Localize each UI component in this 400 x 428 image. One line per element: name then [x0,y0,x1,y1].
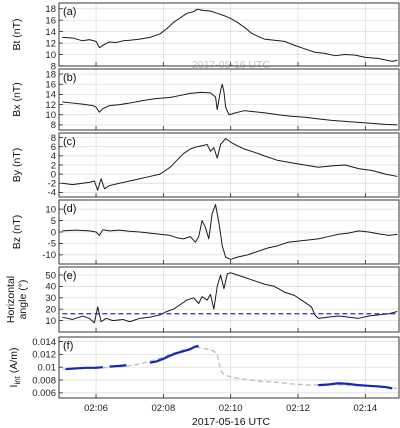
y-tick-label: 50 [45,270,56,281]
y-tick-label: 20 [45,304,56,315]
y-tick-label: 8 [51,133,56,144]
panel-frame [58,68,400,131]
y-tick-label: 30 [45,293,56,304]
y-tick-label: 0 [51,169,56,180]
series-line-d-0 [62,204,398,260]
series-line-b-0 [62,83,398,126]
y-tick-label: 16 [45,15,56,26]
y-tick-label: 40 [45,282,56,293]
series-line-f-3 [149,344,200,364]
y-axis-label: Bx (nT) [11,82,23,116]
series-line-f-4 [318,382,393,390]
x-axis-title: 2017-05-16 UTC [192,416,271,428]
x-tick-label: 02:08 [151,403,175,414]
panel-label: (f) [63,340,73,352]
y-tick-label: 12 [45,38,56,49]
y-tick-label: -5 [48,239,56,250]
y-tick-label: 10 [45,50,56,61]
panel-label: (e) [63,270,76,282]
y-axis-label: Bt (nT) [11,18,23,50]
y-tick-label: 10 [45,110,56,121]
y-tick-label: -2 [48,179,56,190]
y-tick-label: -10 [42,250,56,261]
series-line-f-1 [65,366,103,371]
y-tick-label: 0.014 [32,337,56,348]
panel-frame [58,266,400,333]
y-tick-label: 18 [45,4,56,15]
x-tick-label: 02:10 [219,403,243,414]
y-tick-label: 18 [45,69,56,80]
y-tick-label: 2 [51,160,56,171]
y-tick-label: 0.012 [32,350,56,361]
y-axis-label: Iint (A/m) [8,348,22,388]
y-tick-label: 5 [51,216,56,227]
panel-label: (a) [63,6,76,18]
y-tick-label: 8 [51,61,56,72]
series-line-f-0 [62,346,398,390]
y-tick-label: 0.01 [38,362,57,373]
panel-label: (d) [63,203,76,215]
y-tick-label: 16 [45,80,56,91]
x-tick-label: 02:12 [286,403,310,414]
y-tick-label: 0.006 [32,388,56,399]
y-tick-label: 4 [51,151,56,162]
series-line-a-0 [62,8,398,62]
x-axis-title-ghost: 2017-05-16 UTC [192,59,271,71]
y-tick-label: 0.008 [32,375,56,386]
x-tick-label: 02:14 [353,403,377,414]
y-axis-label: By (nT) [11,148,23,182]
y-tick-label: 12 [45,100,56,111]
y-tick-label: 10 [45,316,56,327]
y-tick-label: 6 [51,142,56,153]
y-axis-label: Horizontalangle (°) [5,276,29,323]
panel-f: 0.006 0.008 0.010.012 0.014 (f) Iint (A/m) [8,336,400,399]
series-line-e-0 [62,272,398,324]
panel-frame [58,2,400,67]
panel-label: (b) [63,72,76,84]
y-tick-label: 10 [45,204,56,215]
y-tick-label: 8 [51,120,56,131]
series-line-c-0 [62,137,398,191]
y-tick-label: 14 [45,90,56,101]
y-tick-label: 0 [51,227,56,238]
y-tick-label: 14 [45,27,56,38]
y-axis-label: Bz (nT) [11,215,23,249]
panel-label: (c) [63,136,76,148]
x-tick-label: 02:06 [84,403,108,414]
y-tick-label: -4 [48,188,56,199]
series-line-f-2 [109,364,127,368]
